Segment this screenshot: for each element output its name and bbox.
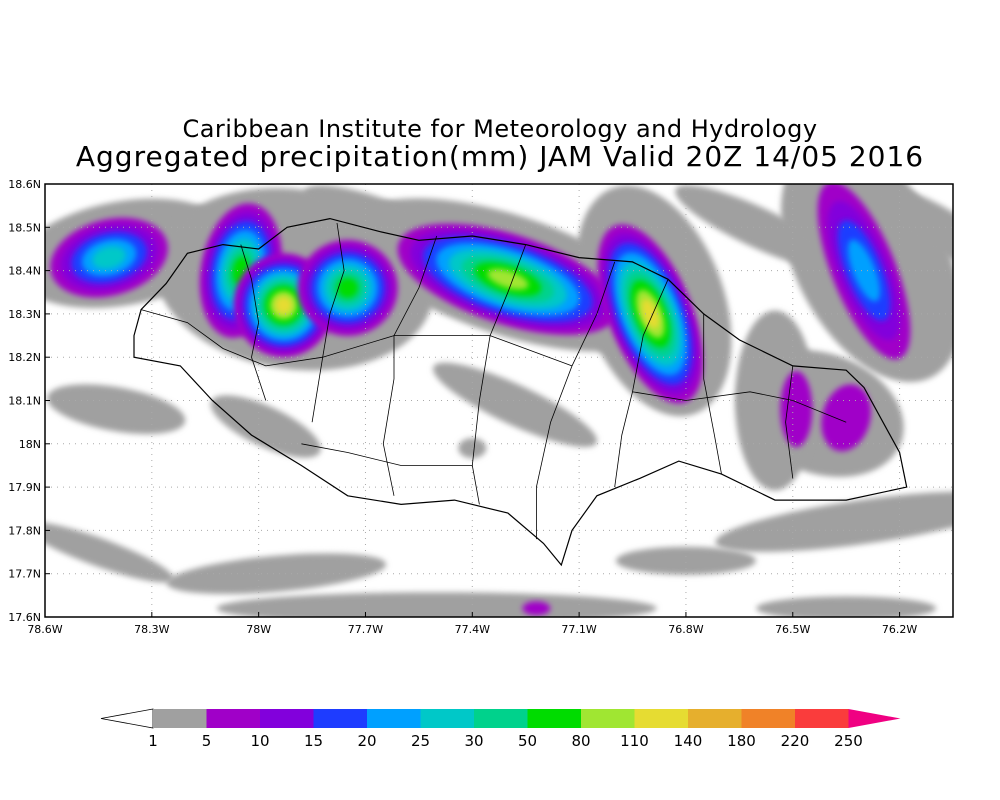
rain-contour	[275, 296, 292, 314]
parish-boundary	[301, 443, 473, 466]
lon-tick-label: 78W	[246, 623, 271, 636]
lat-tick-label: 18.1N	[8, 395, 41, 408]
rain-cell-st-james	[297, 239, 398, 336]
lon-tick-label: 76.8W	[668, 623, 703, 636]
rain-contour	[780, 371, 813, 448]
legend-swatch	[741, 709, 795, 728]
legend-level-label: 220	[781, 732, 810, 750]
light-rain-band	[433, 362, 598, 447]
parish-boundary	[140, 309, 573, 367]
legend-swatch	[688, 709, 742, 728]
lon-tick-label: 77.7W	[348, 623, 383, 636]
longitude-labels: 78.6W 78.3W 78W 77.7W 77.4W 77.1W 76.8W 76.5W 76…	[27, 612, 917, 636]
lat-tick-label: 18.3N	[8, 308, 41, 321]
lon-tick-label: 76.2W	[882, 623, 917, 636]
legend-level-label: 140	[674, 732, 703, 750]
rain-contour	[337, 277, 359, 299]
legend-level-label: 5	[202, 732, 212, 750]
light-rain-band	[756, 596, 937, 617]
lat-tick-label: 18.2N	[8, 351, 41, 364]
rain-cell-south-coast	[522, 601, 551, 616]
light-rain-band	[47, 384, 186, 435]
light-rain-band	[45, 521, 174, 583]
light-rain-band	[873, 187, 953, 268]
legend-level-label: 30	[464, 732, 483, 750]
light-rain-band	[166, 553, 387, 595]
island-outline-layer	[133, 217, 908, 567]
parish-boundary	[471, 244, 527, 505]
light-rain-band	[675, 185, 840, 270]
rain-contour	[92, 246, 126, 269]
legend-arrow-low	[100, 708, 154, 729]
parish-boundary	[311, 222, 345, 423]
rain-contour	[641, 298, 660, 329]
rain-cell-layer	[50, 184, 911, 616]
legend-level-label: 15	[304, 732, 323, 750]
rain-cell-st-thomas-w	[780, 371, 813, 448]
rain-cell-st-mary	[597, 224, 704, 404]
parish-boundary	[240, 244, 267, 401]
legend-swatch	[420, 709, 474, 728]
parish-boundary	[632, 391, 847, 423]
legend-swatch	[581, 709, 635, 728]
legend-swatch	[153, 709, 207, 728]
lat-tick-label: 17.6N	[8, 611, 41, 624]
lat-tick-label: 18.4N	[8, 265, 41, 278]
legend-level-label: 1	[148, 732, 158, 750]
legend-swatch	[260, 709, 314, 728]
rain-cell-west-tip	[50, 217, 168, 298]
plot-area	[45, 184, 953, 617]
lon-tick-label: 76.5W	[775, 623, 810, 636]
light-rain-band	[615, 546, 756, 575]
map-title-product: Aggregated precipitation(mm) JAM Valid 2…	[75, 140, 925, 173]
parish-boundary	[703, 313, 722, 475]
rain-contour	[487, 268, 529, 290]
rain-cell-trelawny-st-ann	[397, 223, 619, 335]
legend-swatch	[206, 709, 260, 728]
lat-tick-label: 18.5N	[8, 221, 41, 234]
legend-level-label: 20	[357, 732, 376, 750]
legend-level-label: 50	[518, 732, 537, 750]
lat-tick-label: 18.6N	[8, 178, 41, 191]
light-rain-band	[715, 491, 953, 552]
rain-contour	[847, 239, 881, 302]
legend-level-label: 250	[834, 732, 863, 750]
legend-swatch	[474, 709, 528, 728]
lon-tick-label: 77.4W	[455, 623, 490, 636]
legend-level-label: 110	[620, 732, 649, 750]
legend-swatch	[795, 709, 849, 728]
latitude-labels: 18.6N 18.5N 18.4N 18.3N 18.2N 18.1N 18N 17.9N 17…	[8, 178, 50, 624]
legend-swatch	[634, 709, 688, 728]
legend-arrow-high	[848, 709, 901, 728]
lat-tick-label: 17.9N	[8, 481, 41, 494]
legend-level-label: 80	[571, 732, 590, 750]
lat-tick-label: 17.8N	[8, 524, 41, 537]
rain-cell-st-thomas-e	[821, 384, 871, 452]
lat-tick-label: 17.7N	[8, 568, 41, 581]
light-rain-band	[210, 395, 321, 458]
map-title-institution: Caribbean Institute for Meteorology and …	[182, 115, 818, 143]
parish-boundary	[536, 261, 616, 540]
lon-tick-label: 77.1W	[561, 623, 596, 636]
lat-tick-label: 18N	[19, 438, 41, 451]
legend-swatch	[527, 709, 581, 728]
jamaica-coastline	[133, 217, 908, 567]
grid-layer	[45, 184, 953, 617]
legend-level-label: 10	[250, 732, 269, 750]
legend-swatch	[313, 709, 367, 728]
legend-level-label: 25	[411, 732, 430, 750]
legend-level-label: 180	[727, 732, 756, 750]
parish-boundary	[785, 365, 794, 479]
rain-contour	[821, 384, 871, 452]
light-rain-band	[216, 592, 657, 617]
rain-contour	[522, 601, 551, 616]
lon-tick-label: 78.3W	[134, 623, 169, 636]
lon-tick-label: 78.6W	[27, 623, 62, 636]
rain-cell-portland-east	[817, 184, 911, 360]
parish-boundary	[382, 235, 438, 496]
legend-swatch	[367, 709, 421, 728]
color-legend: 1 5 10 15 20 25 30 50 80 110 140 180 220 250	[100, 708, 901, 750]
